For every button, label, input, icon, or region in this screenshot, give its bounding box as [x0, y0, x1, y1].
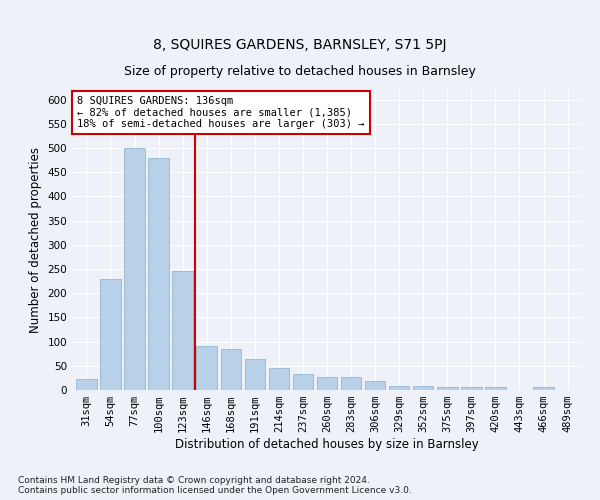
- Bar: [245, 358, 265, 390]
- Bar: [269, 368, 289, 390]
- Text: Contains HM Land Registry data © Crown copyright and database right 2024.
Contai: Contains HM Land Registry data © Crown c…: [18, 476, 412, 495]
- Bar: [413, 386, 433, 390]
- Bar: [148, 158, 169, 390]
- Y-axis label: Number of detached properties: Number of detached properties: [29, 147, 42, 333]
- Bar: [317, 377, 337, 390]
- Bar: [196, 346, 217, 390]
- Bar: [365, 382, 385, 390]
- Bar: [341, 377, 361, 390]
- Bar: [172, 272, 193, 390]
- Bar: [389, 386, 409, 390]
- Bar: [100, 278, 121, 390]
- Bar: [437, 387, 458, 390]
- Bar: [76, 380, 97, 390]
- Bar: [533, 387, 554, 390]
- Bar: [221, 349, 241, 390]
- X-axis label: Distribution of detached houses by size in Barnsley: Distribution of detached houses by size …: [175, 438, 479, 451]
- Text: 8 SQUIRES GARDENS: 136sqm
← 82% of detached houses are smaller (1,385)
18% of se: 8 SQUIRES GARDENS: 136sqm ← 82% of detac…: [77, 96, 365, 129]
- Text: 8, SQUIRES GARDENS, BARNSLEY, S71 5PJ: 8, SQUIRES GARDENS, BARNSLEY, S71 5PJ: [153, 38, 447, 52]
- Bar: [293, 374, 313, 390]
- Text: Size of property relative to detached houses in Barnsley: Size of property relative to detached ho…: [124, 65, 476, 78]
- Bar: [461, 387, 482, 390]
- Bar: [124, 148, 145, 390]
- Bar: [485, 387, 506, 390]
